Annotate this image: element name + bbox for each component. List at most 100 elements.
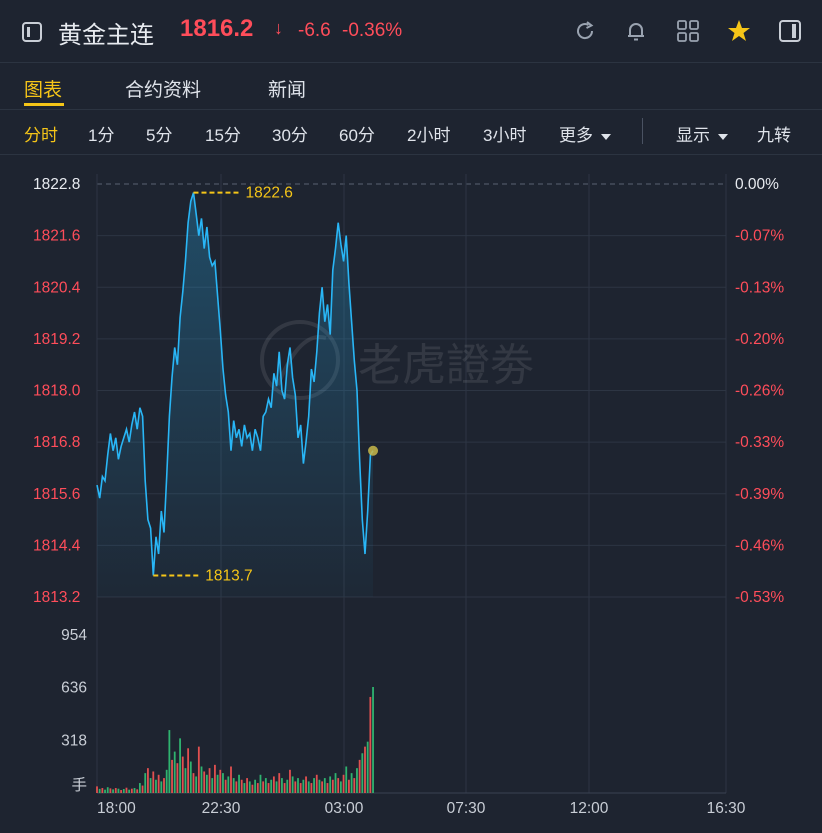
max-label: 1822.6 <box>245 185 292 202</box>
volume-bar <box>141 785 144 793</box>
volume-bar <box>104 789 106 793</box>
time-axis-label: 07:30 <box>447 800 486 817</box>
volume-bar <box>281 778 283 793</box>
period-15min[interactable]: 15分 <box>205 126 241 145</box>
volume-bar <box>270 779 273 793</box>
volume-bar <box>109 788 112 793</box>
volume-bar <box>345 766 348 793</box>
period-5min[interactable]: 5分 <box>146 126 173 145</box>
volume-axis-label: 318 <box>61 732 87 749</box>
volume-bar <box>331 779 334 793</box>
display-dropdown[interactable]: 显示 <box>676 121 728 146</box>
header-bar: 黄金主连 1816.2 ↓ -6.6 -0.36% <box>0 0 822 62</box>
volume-bar <box>366 741 369 793</box>
volume-bar <box>329 776 332 793</box>
price-axis-label: 1820.4 <box>33 279 81 296</box>
volume-bar <box>369 696 372 793</box>
volume-bar <box>251 784 254 793</box>
down-arrow-icon: ↓ <box>274 18 283 38</box>
price-axis-label: 1821.6 <box>33 228 80 245</box>
volume-bar <box>203 771 206 793</box>
percent-axis-label: -0.13% <box>735 279 784 296</box>
volume-bar <box>248 781 251 793</box>
volume-bar <box>96 786 98 793</box>
volume-bar <box>205 774 208 793</box>
chevron-down-icon <box>718 133 728 140</box>
volume-bar <box>114 788 117 793</box>
volume-bar <box>238 774 240 793</box>
volume-bar <box>323 778 326 793</box>
volume-bar <box>216 774 219 793</box>
time-axis-label: 12:00 <box>570 800 609 817</box>
volume-bar <box>147 768 149 793</box>
price-change: -6.6 <box>298 20 331 41</box>
volume-bar <box>184 768 187 793</box>
price-axis-label: 1822.8 <box>33 176 80 193</box>
volume-bar <box>112 789 114 793</box>
volume-bar <box>173 751 176 793</box>
volume-bar <box>133 788 136 793</box>
volume-bar <box>272 776 275 793</box>
grid-icon[interactable] <box>675 18 701 44</box>
tab-news[interactable]: 新闻 <box>268 80 307 101</box>
percent-axis-label: -0.53% <box>735 589 784 606</box>
time-axis-label: 18:00 <box>97 800 136 817</box>
period-1min[interactable]: 1分 <box>88 126 115 145</box>
refresh-icon[interactable] <box>572 18 598 44</box>
volume-bar <box>297 778 299 793</box>
star-icon[interactable] <box>726 18 752 44</box>
tab-contract-info[interactable]: 合约资料 <box>125 80 202 101</box>
volume-bar <box>189 761 192 793</box>
period-2h[interactable]: 2小时 <box>407 126 451 145</box>
volume-bar <box>171 759 173 793</box>
volume-bar <box>122 789 125 793</box>
volume-bar <box>348 779 350 793</box>
period-3h[interactable]: 3小时 <box>483 126 527 145</box>
volume-bar <box>98 788 101 793</box>
volume-bar <box>310 783 313 793</box>
price-area <box>97 192 374 597</box>
volume-bar <box>130 788 133 793</box>
volume-bar <box>117 788 120 793</box>
instrument-title: 黄金主连 <box>58 22 154 49</box>
bell-icon[interactable] <box>623 18 649 44</box>
extreme-annotations: 1822.6 1813.7 <box>153 185 293 584</box>
volume-bar <box>227 776 230 793</box>
volume-bar <box>337 778 340 793</box>
tab-chart[interactable]: 图表 <box>24 80 63 101</box>
price-axis-label: 1815.6 <box>33 486 80 503</box>
volume-bar <box>165 769 168 793</box>
axis-labels: 1822.8 1821.6 1820.4 1819.2 1818.0 1816.8 1815… <box>33 176 784 817</box>
price-axis-label: 1813.2 <box>33 589 80 606</box>
volume-bar <box>138 783 141 793</box>
volume-bar <box>339 781 342 793</box>
percent-axis-label: -0.33% <box>735 434 784 451</box>
volume-bar <box>163 778 165 793</box>
menu-icon[interactable] <box>22 22 42 42</box>
period-60min[interactable]: 60分 <box>339 126 375 145</box>
last-price-dot <box>368 445 379 456</box>
period-intraday[interactable]: 分时 <box>24 126 58 145</box>
chevron-down-icon <box>601 133 611 140</box>
volume-bar <box>302 779 305 793</box>
volume-bar <box>342 774 345 793</box>
nine-turn-button[interactable]: 九转 <box>757 126 791 145</box>
volume-bar <box>353 778 356 793</box>
volume-bar <box>264 778 267 793</box>
volume-bar <box>315 774 318 793</box>
volume-bar <box>356 768 358 793</box>
volume-bar <box>243 783 246 793</box>
volume-bar <box>197 746 200 793</box>
more-label: 更多 <box>559 126 593 145</box>
period-30min[interactable]: 30分 <box>272 126 308 145</box>
volume-bar <box>267 783 270 793</box>
volume-bar <box>291 776 294 793</box>
volume-bar <box>230 766 232 793</box>
volume-bar <box>179 738 181 793</box>
sidebar-icon[interactable] <box>777 18 803 44</box>
intraday-chart[interactable]: 老虎證劵 1822.6 1813.7 1822.8 1821.6 1820.4 1819… <box>0 155 822 833</box>
volume-bar <box>289 769 291 793</box>
volume-bar <box>200 766 203 793</box>
volume-bar <box>259 774 262 793</box>
more-dropdown[interactable]: 更多 <box>559 121 611 146</box>
